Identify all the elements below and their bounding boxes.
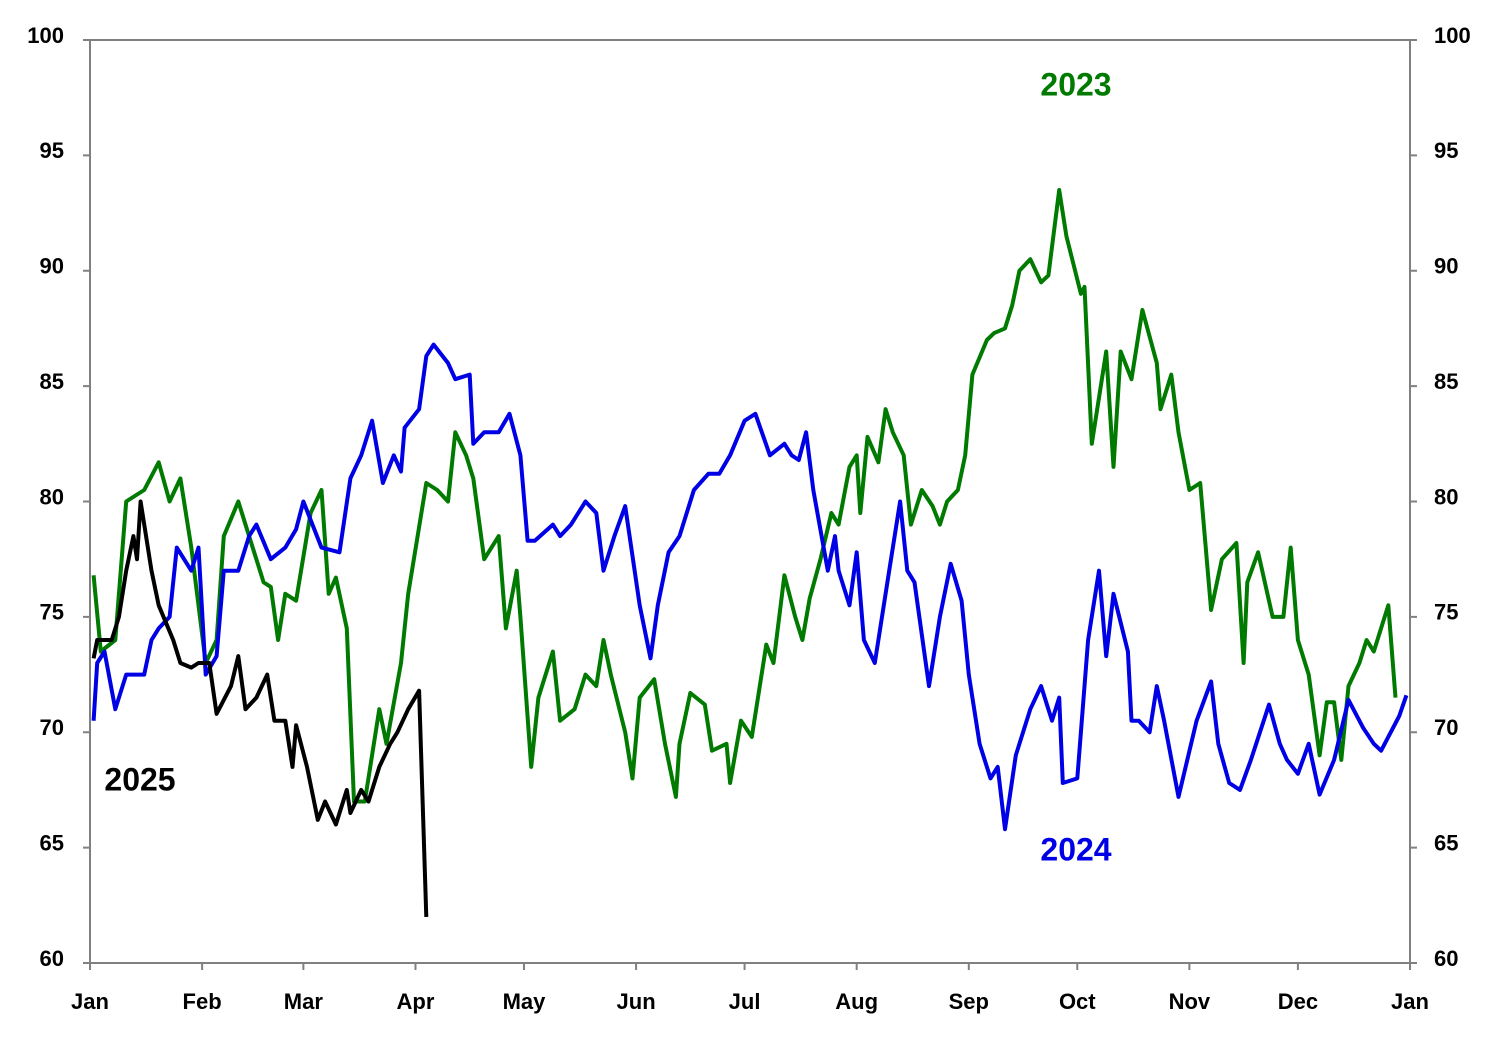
y-tick-label: 80 [40,484,64,509]
x-tick-label: May [503,989,547,1014]
y-tick-label: 70 [40,715,64,740]
series-label: 2023 [1040,66,1111,102]
y2-tick-label: 85 [1434,369,1458,394]
x-tick-label: Jan [71,989,109,1014]
x-tick-label: Dec [1278,989,1318,1014]
plot-frame [89,39,1411,964]
y-tick-label: 60 [40,946,64,971]
y-tick-label: 85 [40,369,64,394]
y2-tick-label: 65 [1434,830,1458,855]
y2-tick-label: 80 [1434,484,1458,509]
series-label: 2025 [104,761,175,797]
x-tick-label: Jun [617,989,656,1014]
x-tick-label: Oct [1059,989,1096,1014]
y2-tick-label: 60 [1434,946,1458,971]
y-tick-label: 90 [40,254,64,279]
series-line [91,342,1409,832]
x-tick-label: Apr [397,989,435,1014]
y2-tick-label: 90 [1434,254,1458,279]
x-tick-label: Jul [729,989,761,1014]
y-tick-label: 65 [40,830,64,855]
y2-tick-label: 75 [1434,600,1458,625]
x-tick-label: Nov [1169,989,1211,1014]
x-tick-label: Mar [284,989,324,1014]
y-tick-label: 100 [27,23,64,48]
series-line [91,499,429,917]
series-label: 2024 [1040,831,1111,867]
x-tick-label: Aug [835,989,878,1014]
y-tick-label: 95 [40,138,64,163]
y2-tick-label: 95 [1434,138,1458,163]
y2-tick-label: 100 [1434,23,1471,48]
y2-tick-label: 70 [1434,715,1458,740]
series-line [91,188,1398,804]
x-tick-label: Sep [949,989,989,1014]
x-tick-label: Jan [1391,989,1429,1014]
x-tick-label: Feb [183,989,222,1014]
y-tick-label: 75 [40,600,64,625]
